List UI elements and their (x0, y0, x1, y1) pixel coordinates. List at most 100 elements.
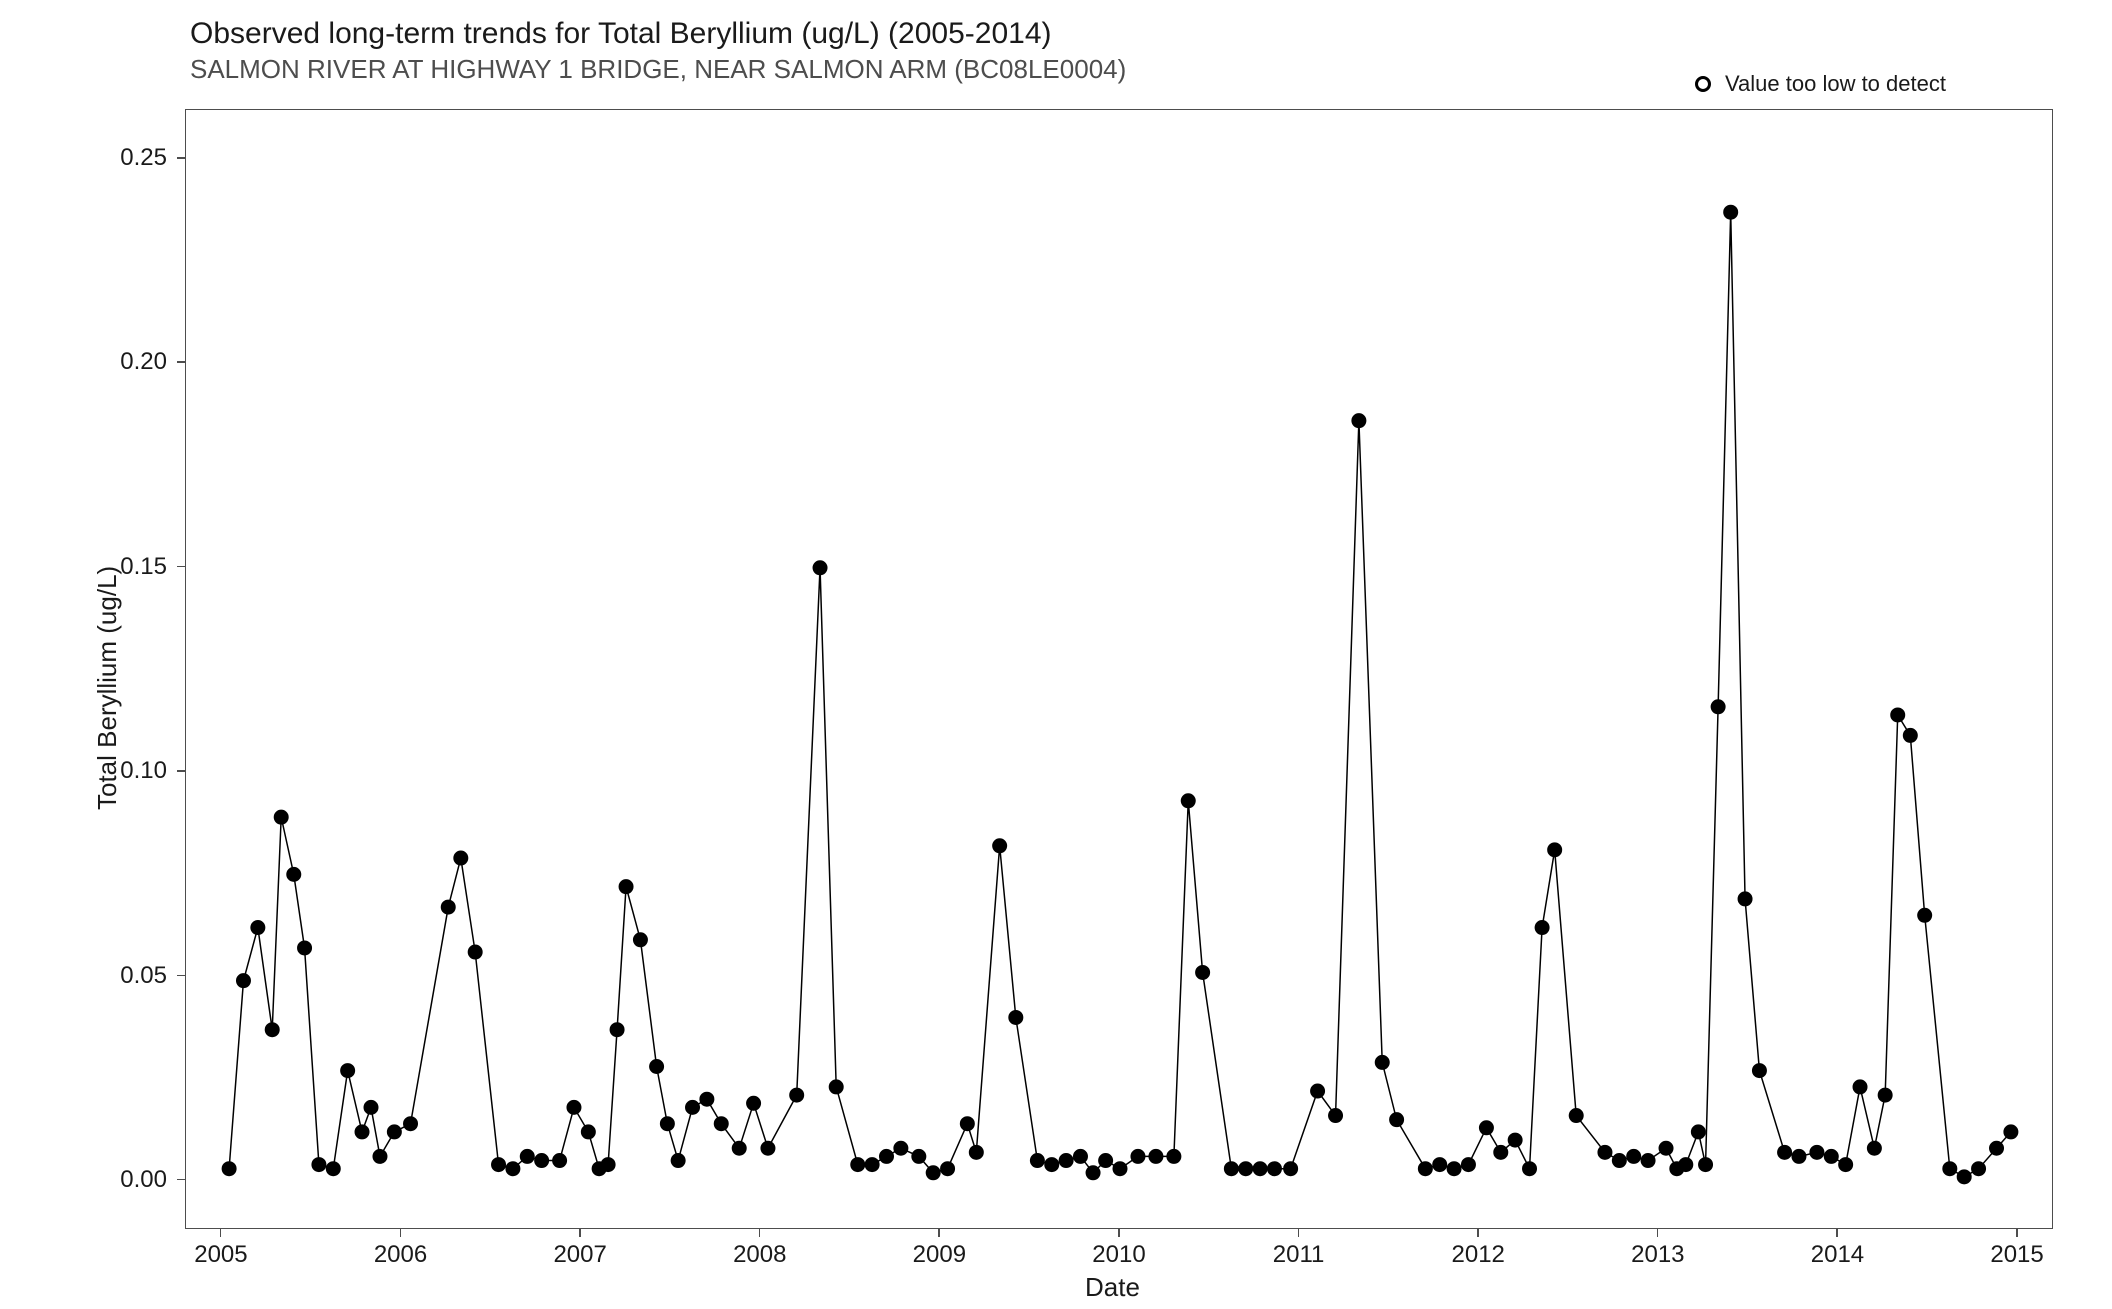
data-point (1009, 1010, 1023, 1024)
data-point (1659, 1141, 1673, 1155)
data-point (1598, 1145, 1612, 1159)
y-axis-label: Total Beryllium (ug/L) (92, 566, 123, 810)
data-point (813, 561, 827, 575)
data-point (851, 1158, 865, 1172)
data-point (1569, 1109, 1583, 1123)
data-point (601, 1158, 615, 1172)
data-point (1990, 1141, 2004, 1155)
data-point (1810, 1145, 1824, 1159)
data-point (1957, 1170, 1971, 1184)
chart-title: Observed long-term trends for Total Bery… (190, 17, 1052, 51)
data-point (732, 1141, 746, 1155)
data-point (506, 1162, 520, 1176)
x-tick-label: 2015 (1977, 1241, 2057, 1269)
data-point (1612, 1154, 1626, 1168)
x-tick-mark (579, 1229, 581, 1237)
data-point (1447, 1162, 1461, 1176)
data-point (1181, 794, 1195, 808)
data-point (660, 1117, 674, 1131)
data-point (373, 1149, 387, 1163)
series-line (229, 212, 2011, 1177)
data-point (610, 1023, 624, 1037)
data-point (404, 1117, 418, 1131)
data-point (1535, 921, 1549, 935)
data-point (364, 1100, 378, 1114)
data-point (1030, 1154, 1044, 1168)
data-point (1627, 1149, 1641, 1163)
data-point (790, 1088, 804, 1102)
data-point (1433, 1158, 1447, 1172)
data-point (355, 1125, 369, 1139)
data-point (650, 1060, 664, 1074)
data-point (1390, 1113, 1404, 1127)
data-point (1045, 1158, 1059, 1172)
data-point (1086, 1166, 1100, 1180)
data-point (1641, 1154, 1655, 1168)
data-point (1149, 1149, 1163, 1163)
data-point (894, 1141, 908, 1155)
data-point (714, 1117, 728, 1131)
legend-label: Value too low to detect (1725, 71, 1946, 97)
data-point (298, 941, 312, 955)
data-point (1508, 1133, 1522, 1147)
chart-container: Observed long-term trends for Total Bery… (0, 0, 2112, 1309)
data-point (553, 1154, 567, 1168)
data-point (287, 867, 301, 881)
data-point (1891, 708, 1905, 722)
x-tick-label: 2007 (540, 1241, 620, 1269)
data-point (1724, 205, 1738, 219)
y-tick-mark (177, 1179, 185, 1181)
data-point (1778, 1145, 1792, 1159)
data-point (880, 1149, 894, 1163)
y-tick-label: 0.10 (120, 757, 167, 785)
data-point (1131, 1149, 1145, 1163)
y-tick-label: 0.00 (120, 1166, 167, 1194)
x-tick-mark (1657, 1229, 1659, 1237)
data-point (1461, 1158, 1475, 1172)
y-tick-label: 0.20 (120, 348, 167, 376)
data-point (1548, 843, 1562, 857)
legend: Value too low to detect (1695, 71, 1946, 97)
line-series (186, 110, 2054, 1230)
y-tick-label: 0.05 (120, 962, 167, 990)
data-point (520, 1149, 534, 1163)
data-point (1224, 1162, 1238, 1176)
data-point (619, 880, 633, 894)
data-point (1494, 1145, 1508, 1159)
y-tick-mark (177, 975, 185, 977)
x-tick-mark (1836, 1229, 1838, 1237)
x-tick-mark (1477, 1229, 1479, 1237)
x-tick-mark (759, 1229, 761, 1237)
data-point (1972, 1162, 1986, 1176)
data-point (1738, 892, 1752, 906)
data-point (1679, 1158, 1693, 1172)
data-point (1699, 1158, 1713, 1172)
x-tick-label: 2013 (1618, 1241, 1698, 1269)
data-point (1918, 908, 1932, 922)
data-point (1196, 965, 1210, 979)
data-point (1113, 1162, 1127, 1176)
data-point (671, 1154, 685, 1168)
chart-subtitle: SALMON RIVER AT HIGHWAY 1 BRIDGE, NEAR S… (190, 54, 1126, 85)
data-point (1839, 1158, 1853, 1172)
data-point (2004, 1125, 2018, 1139)
x-tick-mark (220, 1229, 222, 1237)
x-tick-mark (400, 1229, 402, 1237)
data-point (1267, 1162, 1281, 1176)
x-tick-mark (1118, 1229, 1120, 1237)
data-point (1878, 1088, 1892, 1102)
data-point (1352, 414, 1366, 428)
x-tick-label: 2008 (720, 1241, 800, 1269)
data-point (926, 1166, 940, 1180)
data-point (441, 900, 455, 914)
data-point (1824, 1149, 1838, 1163)
x-tick-mark (1298, 1229, 1300, 1237)
data-point (468, 945, 482, 959)
y-tick-mark (177, 566, 185, 568)
data-point (1239, 1162, 1253, 1176)
data-point (686, 1100, 700, 1114)
data-point (1691, 1125, 1705, 1139)
data-point (1284, 1162, 1298, 1176)
data-point (747, 1096, 761, 1110)
data-point (387, 1125, 401, 1139)
